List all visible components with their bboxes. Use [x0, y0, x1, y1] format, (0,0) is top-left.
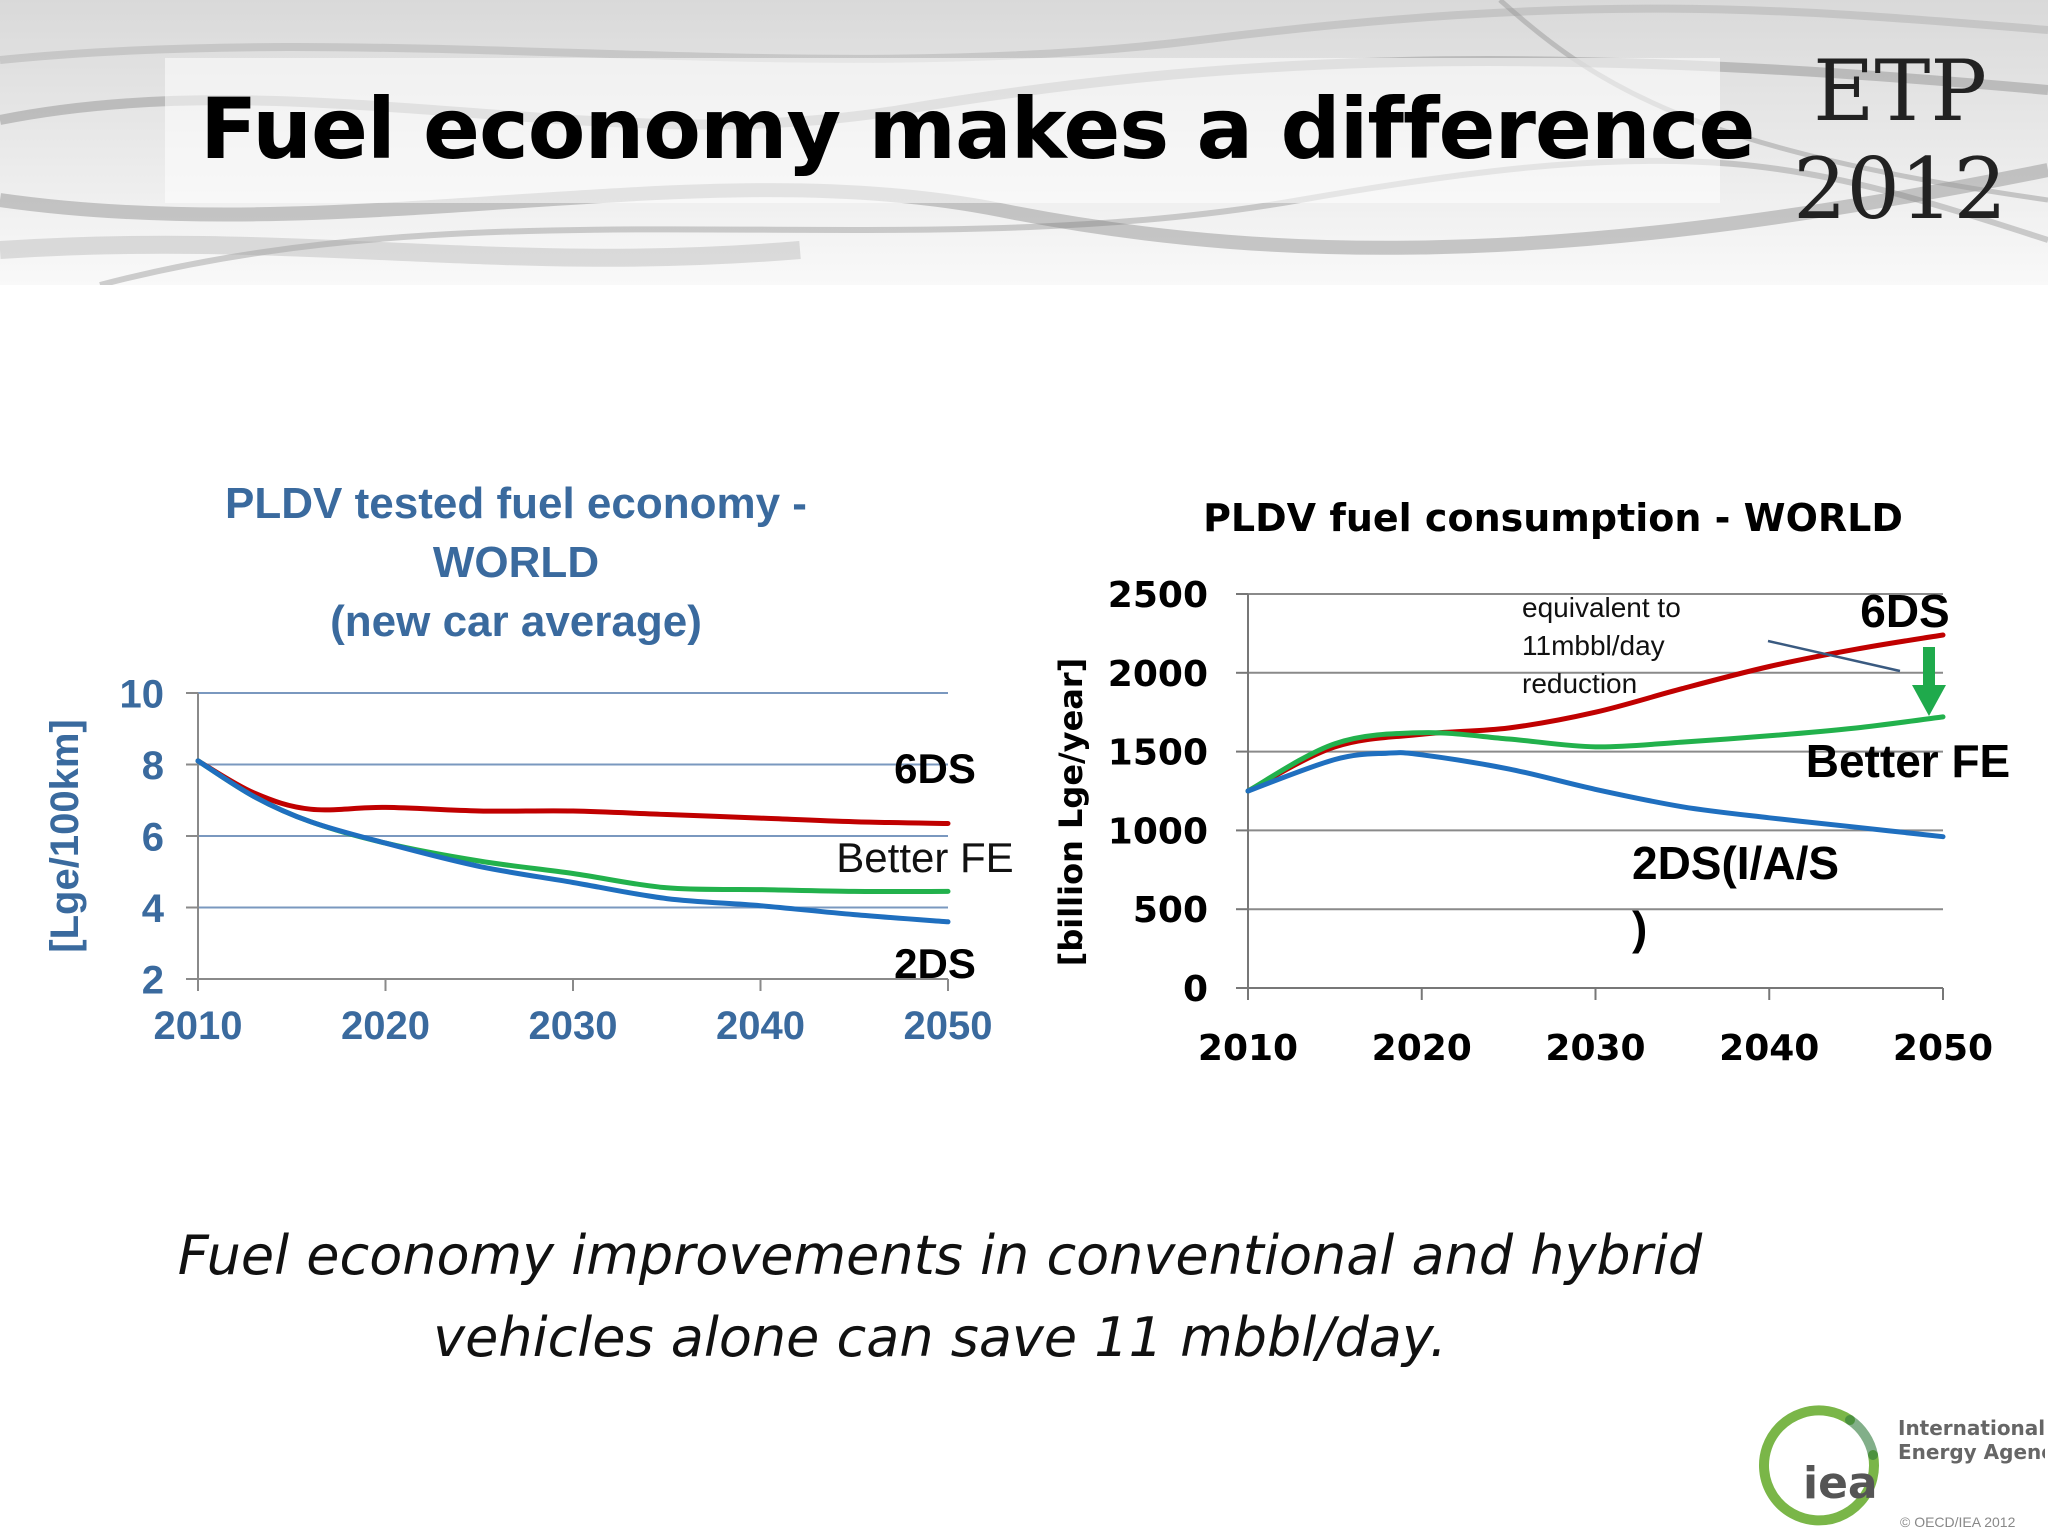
y-tick-label: 6 — [142, 815, 164, 859]
iea-logo-text: iea — [1803, 1458, 1878, 1509]
iea-logo: iea International Energy Agency — [1755, 1395, 2048, 1535]
x-tick-label: 2020 — [1372, 1028, 1472, 1069]
chart2-label-2ds-part2: ) — [1632, 902, 1647, 954]
chart1-y-axis-label: [Lge/100km] — [43, 719, 87, 952]
x-tick-label: 2020 — [341, 1004, 430, 1048]
x-tick-label: 2010 — [1198, 1028, 1298, 1069]
chart2-label-2ds-part1: 2DS(I/A/S — [1632, 837, 1839, 889]
caption-line1: Fuel economy improvements in conventiona… — [177, 1224, 1703, 1287]
chart2-annotation-line2: 11mbbl/day — [1522, 630, 1665, 661]
chart2-annotation-pointer — [1767, 639, 1901, 673]
banner-background — [0, 0, 2048, 285]
x-tick-label: 2050 — [904, 1004, 993, 1048]
chart2-label-better-fe: Better FE — [1806, 735, 2010, 787]
y-tick-label: 10 — [120, 672, 165, 716]
caption-line2: vehicles alone can save 11 mbbl/day. — [433, 1306, 1447, 1369]
etp-badge-line2: 2012 — [1793, 140, 2007, 238]
slide-title: Fuel economy makes a difference — [200, 80, 1755, 178]
chart1-label-2ds: 2DS — [894, 940, 976, 987]
chart1-axes — [186, 692, 949, 991]
series-line-3 — [195, 758, 951, 925]
series-line-2 — [1245, 714, 1946, 794]
y-tick-label: 2000 — [1108, 654, 1208, 695]
y-tick-label: 8 — [142, 744, 164, 788]
y-tick-label: 1500 — [1108, 733, 1208, 774]
y-tick-label: 2 — [142, 958, 164, 1002]
chart-fuel-economy: PLDV tested fuel economy - WORLD (new ca… — [43, 479, 1014, 1048]
series-line-1 — [195, 758, 951, 826]
iea-name-line2: Energy Agency — [1898, 1440, 2045, 1464]
copyright-notice: © OECD/IEA 2012 — [1900, 1514, 2016, 1530]
y-tick-label: 2500 — [1108, 575, 1208, 616]
chart1-tick-labels: 2 4 6 8 10 2010 2020 2030 2040 2050 — [120, 672, 993, 1048]
chart1-title-line3: (new car average) — [330, 597, 702, 646]
iea-logo-icon: iea International Energy Agency — [1759, 1405, 2048, 1526]
y-tick-label: 4 — [142, 887, 165, 931]
chart2-y-axis-label: [billion Lge/year] — [1052, 658, 1090, 967]
iea-name-line1: International — [1898, 1416, 2045, 1440]
chart2-title: PLDV fuel consumption - WORLD — [1203, 496, 1903, 540]
slide-caption: Fuel economy improvements in conventiona… — [150, 1215, 1730, 1379]
reduction-arrow-icon — [1912, 647, 1946, 716]
y-tick-label: 500 — [1133, 890, 1208, 931]
chart2-label-6ds: 6DS — [1860, 585, 1949, 637]
x-tick-label: 2050 — [1893, 1028, 1993, 1069]
series-line-3 — [1245, 750, 1946, 840]
chart1-label-better-fe: Better FE — [836, 834, 1013, 881]
x-tick-label: 2030 — [529, 1004, 618, 1048]
chart2-tick-labels: 0 500 1000 1500 2000 2500 2010 2020 2030 2040 2050 — [1108, 575, 1993, 1069]
x-tick-label: 2040 — [1719, 1028, 1819, 1069]
chart2-gridlines — [1248, 593, 1943, 911]
chart1-title-line2: WORLD — [433, 538, 599, 587]
header-banner — [0, 0, 2048, 285]
chart2-annotation-line1: equivalent to — [1522, 592, 1681, 623]
chart1-label-6ds: 6DS — [894, 745, 976, 792]
chart1-series — [195, 758, 951, 925]
chart2-annotation-line3: reduction — [1522, 668, 1637, 699]
etp-badge-line1: ETP — [1813, 42, 1987, 140]
chart1-title-line1: PLDV tested fuel economy - — [225, 479, 807, 528]
y-tick-label: 0 — [1183, 969, 1208, 1010]
etp-badge: ETP 2012 — [1780, 42, 2020, 238]
x-tick-label: 2030 — [1545, 1028, 1645, 1069]
x-tick-label: 2040 — [716, 1004, 805, 1048]
x-tick-label: 2010 — [154, 1004, 243, 1048]
y-tick-label: 1000 — [1108, 811, 1208, 852]
chart-fuel-consumption: PLDV fuel consumption - WORLD [billion L… — [1052, 496, 2010, 1069]
